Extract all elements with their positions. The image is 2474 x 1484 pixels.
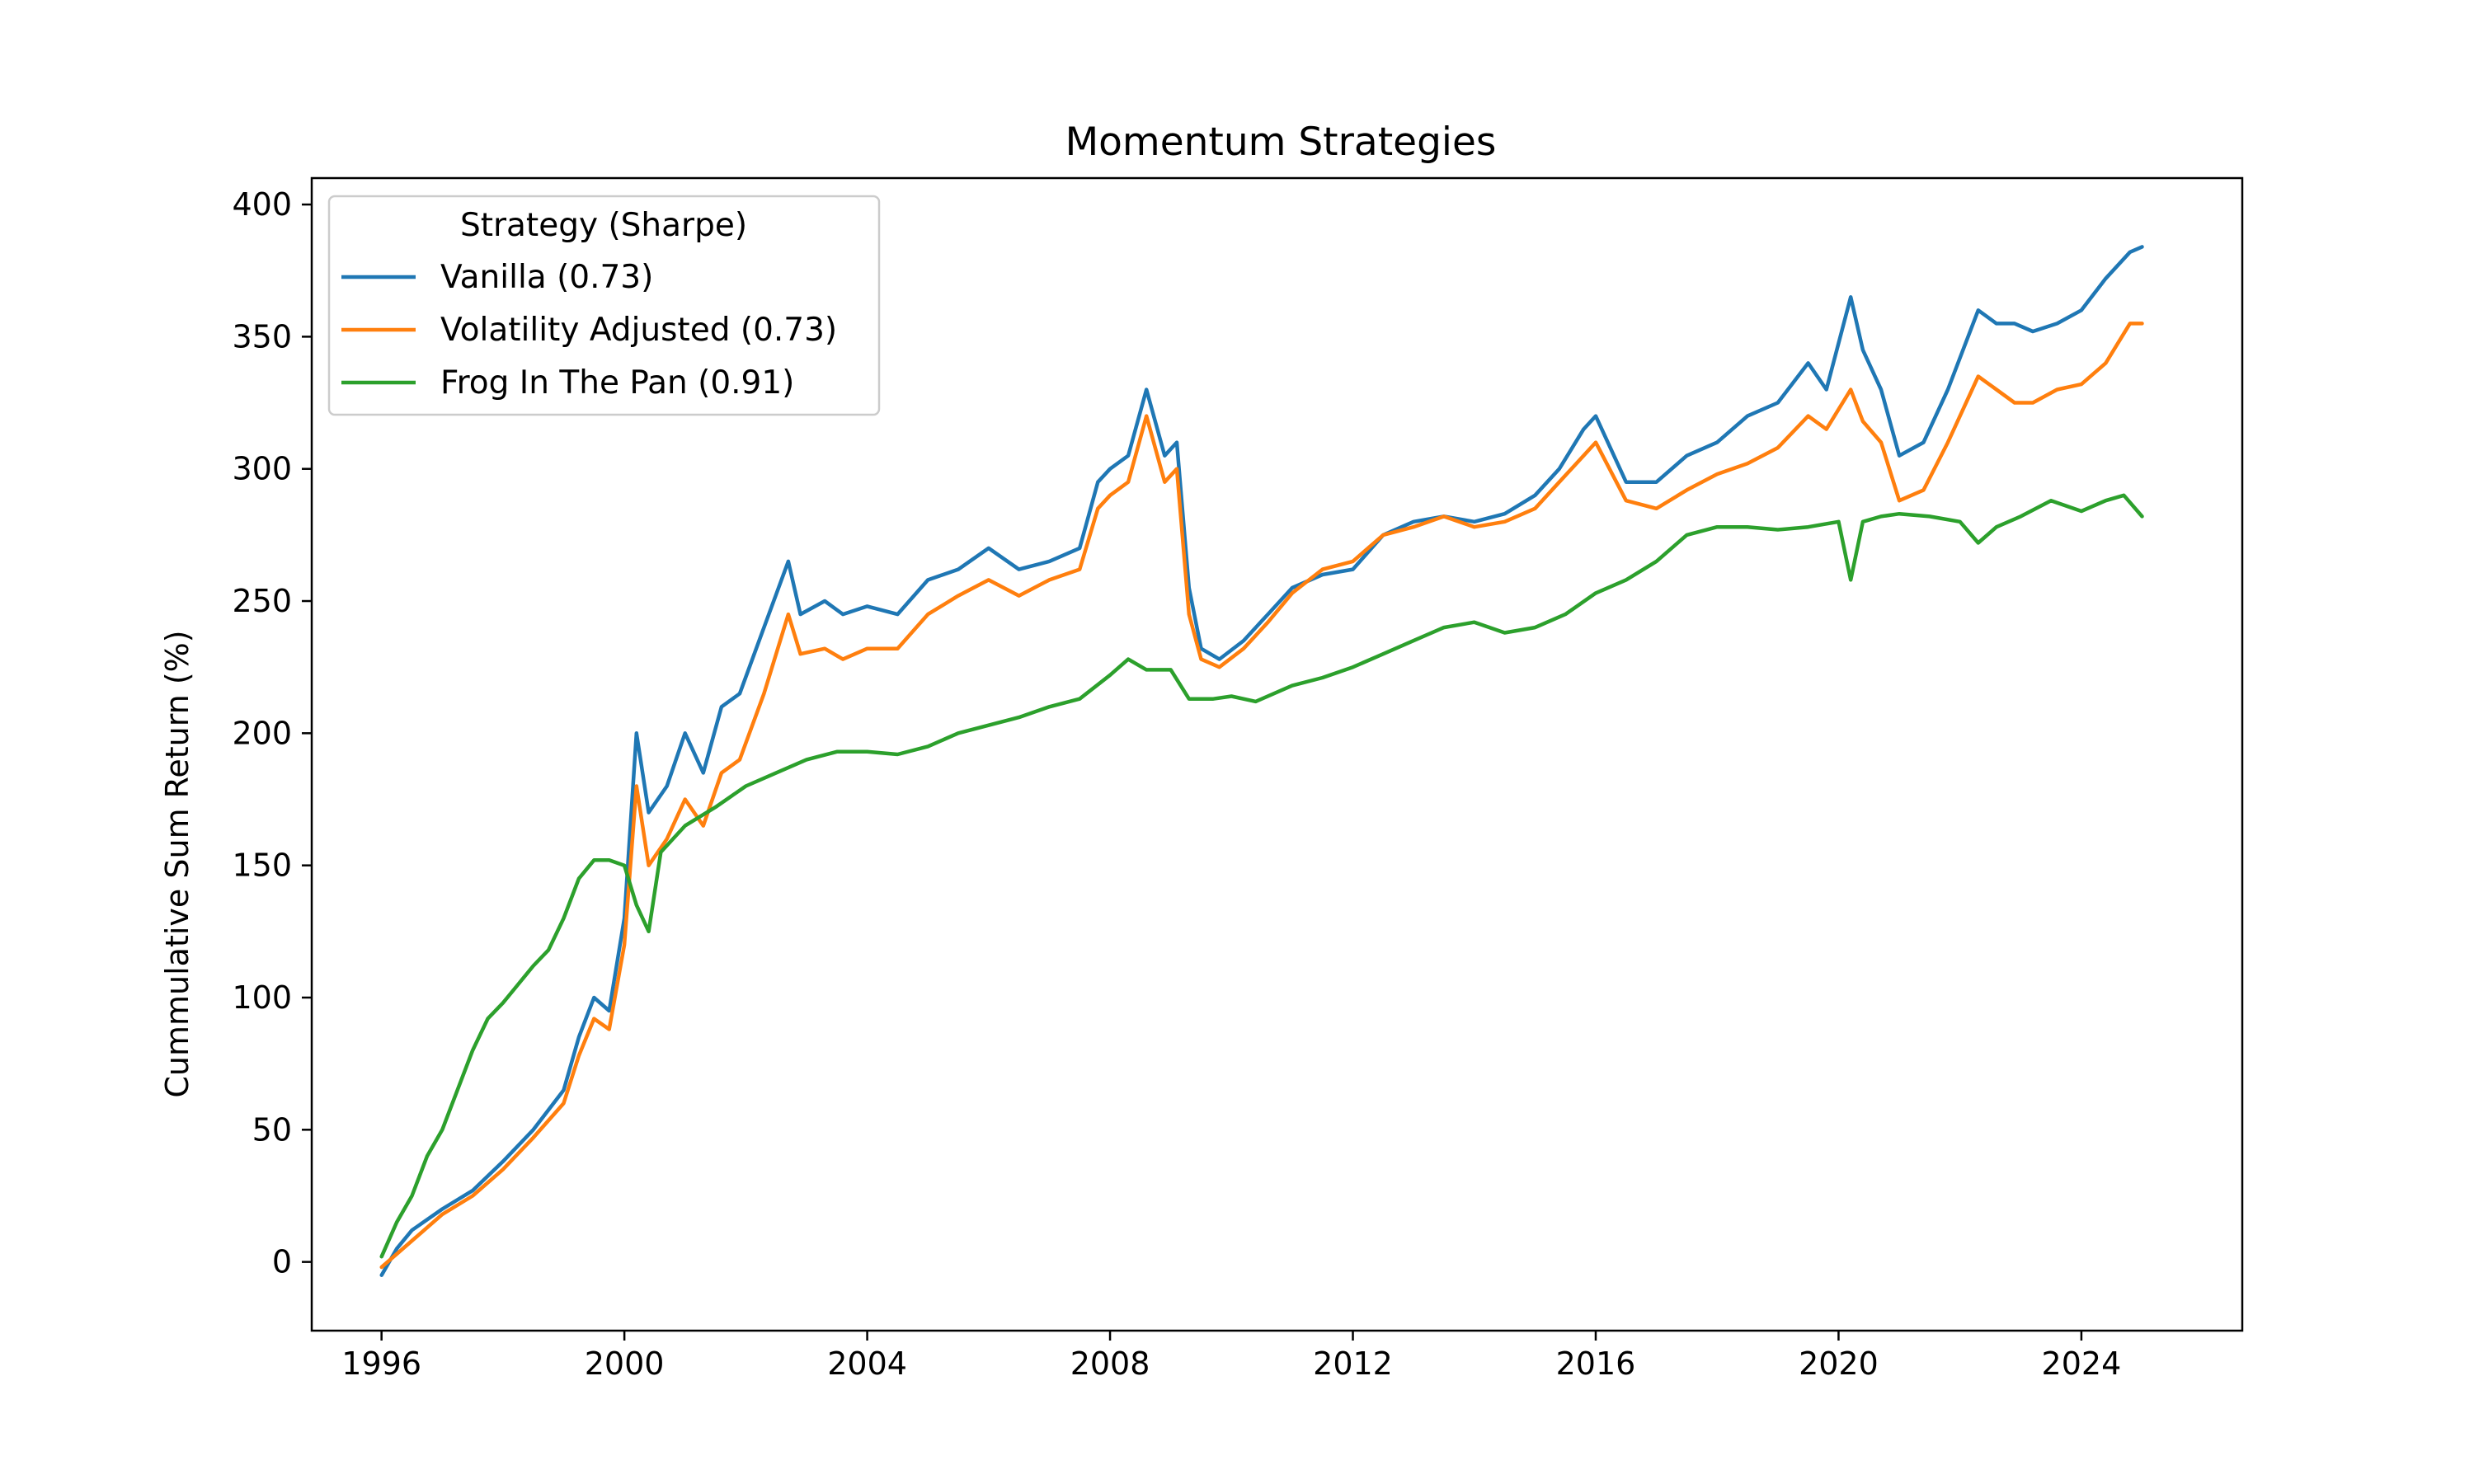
legend-box <box>327 195 881 416</box>
chart-title: Momentum Strategies <box>1065 120 1497 165</box>
y-tick-label: 0 <box>272 1244 292 1280</box>
x-tick-label: 2004 <box>827 1345 907 1382</box>
series-lines <box>379 245 2144 1277</box>
y-tick-label: 50 <box>252 1111 292 1148</box>
legend: Strategy (Sharpe) Vanilla (0.73) Volatil… <box>327 195 881 416</box>
plot-area-frame <box>310 176 2244 1332</box>
x-tick-label: 2016 <box>1556 1345 1636 1382</box>
legend-title: Strategy (Sharpe) <box>460 207 747 244</box>
y-axis-title: Cummulative Sum Return (%) <box>159 630 195 1097</box>
vanilla-line <box>379 245 2144 1277</box>
volatility-adjusted-line <box>379 322 2144 1270</box>
x-tick-label: 2008 <box>1070 1345 1150 1382</box>
x-tick-label: 2000 <box>585 1345 665 1382</box>
x-tick-label: 1996 <box>341 1345 421 1382</box>
y-tick-label: 150 <box>232 848 292 884</box>
y-tick-label: 250 <box>232 583 292 619</box>
x-tick-label: 2024 <box>2042 1345 2122 1382</box>
frog-in-the-pan-line <box>379 493 2144 1259</box>
y-tick-label: 350 <box>232 318 292 355</box>
y-tick-label: 100 <box>232 979 292 1016</box>
axis-ticks: 1996 2000 2004 2008 2012 2016 2020 2024 0 50 100 15… <box>232 186 2121 1382</box>
y-tick-label: 300 <box>232 451 292 487</box>
legend-label-frog-in-the-pan: Frog In The Pan (0.91) <box>440 364 794 402</box>
legend-label-volatility-adjusted: Volatility Adjusted (0.73) <box>440 312 837 349</box>
x-tick-label: 2012 <box>1313 1345 1393 1382</box>
x-tick-label: 2020 <box>1799 1345 1879 1382</box>
y-tick-label: 400 <box>232 186 292 223</box>
y-tick-label: 200 <box>232 715 292 751</box>
y-axis-title-group: Cummulative Sum Return (%) <box>159 630 195 1097</box>
legend-label-vanilla: Vanilla (0.73) <box>440 259 653 296</box>
